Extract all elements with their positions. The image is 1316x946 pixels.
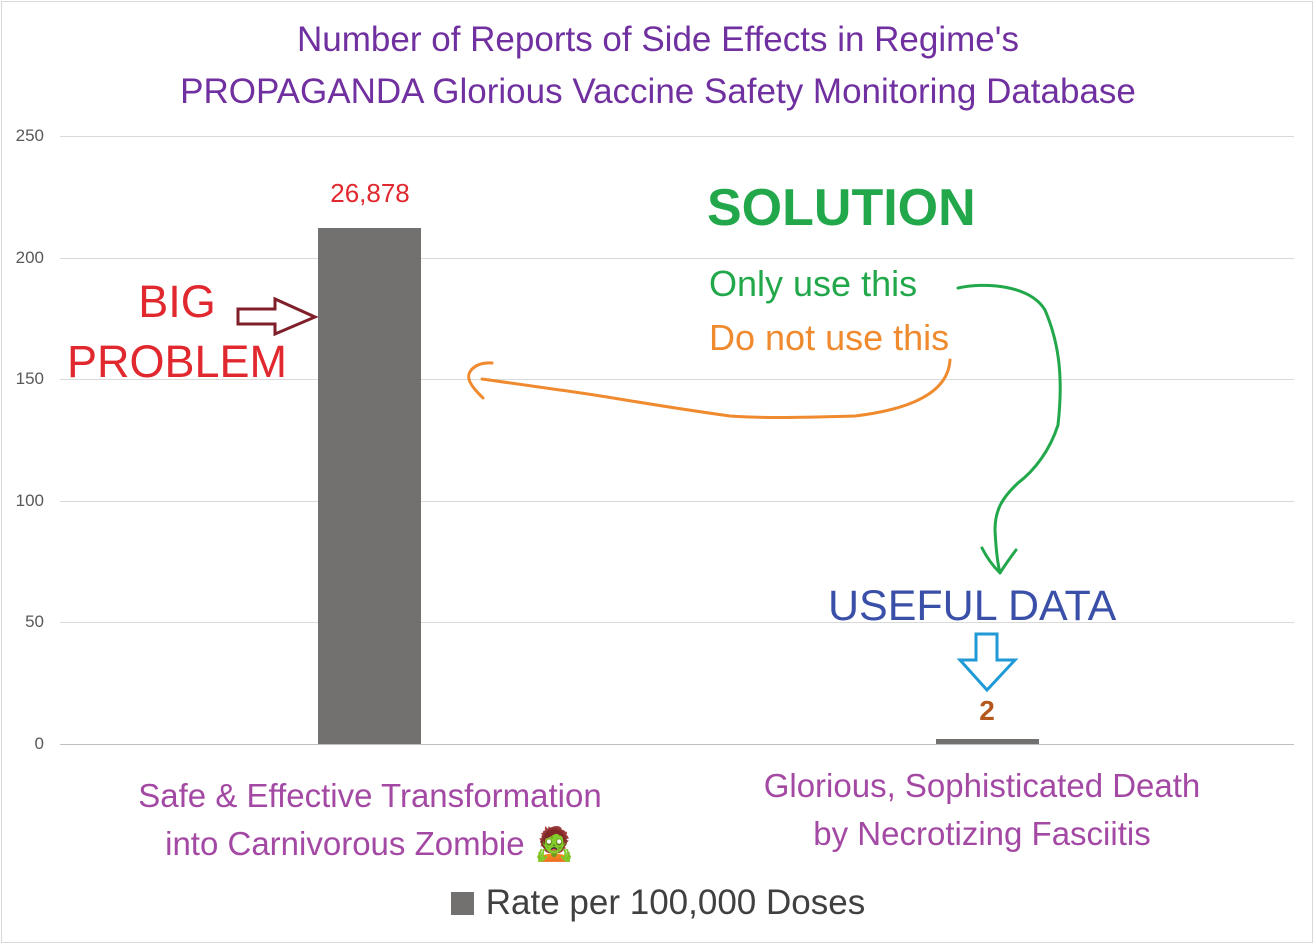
big-problem-line-2: PROBLEM: [66, 336, 288, 387]
data-label-fasciitis: 2: [979, 695, 995, 726]
y-tick-label: 200: [15, 248, 44, 267]
category-label-zombie-line-2: into Carnivorous Zombie 🧟: [165, 825, 575, 862]
useful-data-label: USEFUL DATA: [828, 582, 1117, 630]
data-label-zombie: 26,878: [330, 178, 410, 208]
do-not-use-arrow-icon: [467, 358, 952, 419]
gridline: [60, 258, 1294, 259]
category-label-fasciitis: Glorious, Sophisticated Death by Necroti…: [677, 762, 1287, 858]
category-label-fasciitis-line-2: by Necrotizing Fasciitis: [813, 815, 1151, 852]
y-tick-label: 100: [15, 491, 44, 510]
gridline: [60, 622, 1294, 623]
only-use-this-label: Only use this: [709, 263, 918, 304]
only-use-arrow-icon: [956, 283, 1062, 575]
category-label-zombie-line-1: Safe & Effective Transformation: [138, 777, 602, 814]
category-label-zombie: Safe & Effective Transformation into Car…: [60, 772, 680, 868]
solution-label: SOLUTION: [707, 179, 976, 237]
y-tick-label: 50: [25, 612, 44, 631]
legend-label: Rate per 100,000 Doses: [485, 883, 866, 922]
y-tick-label: 250: [15, 126, 44, 145]
gridline: [60, 744, 1294, 745]
chart-title-line-1: Number of Reports of Side Effects in Reg…: [297, 20, 1019, 59]
big-problem-line-1: BIG: [138, 276, 216, 327]
chart-title-line-2: PROPAGANDA Glorious Vaccine Safety Monit…: [180, 72, 1136, 111]
category-label-fasciitis-line-1: Glorious, Sophisticated Death: [763, 767, 1201, 804]
legend-swatch: [450, 892, 474, 915]
useful-data-arrow-icon: [956, 632, 1019, 693]
y-tick-label: 150: [15, 369, 44, 388]
do-not-use-this-label: Do not use this: [709, 317, 950, 358]
legend: Rate per 100,000 Doses: [0, 880, 1316, 926]
bar-fasciitis: [935, 739, 1039, 744]
gridline: [60, 501, 1294, 502]
gridline: [60, 379, 1294, 380]
problem-arrow-icon: [236, 296, 319, 337]
big-problem-label: BIG PROBLEM: [62, 272, 292, 392]
bar-zombie: [317, 228, 421, 744]
y-tick-label: 0: [34, 734, 44, 753]
gridline: [60, 136, 1294, 137]
